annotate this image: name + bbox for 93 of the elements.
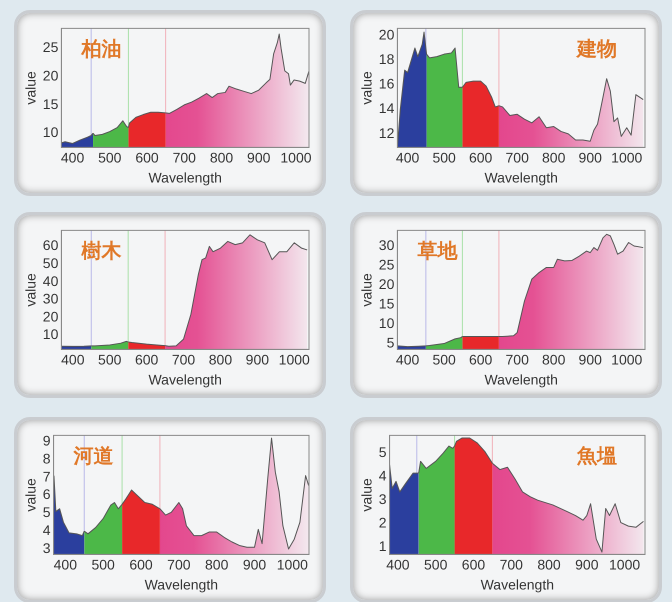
- y-tick-label: 25: [378, 256, 395, 272]
- y-axis-title: value: [358, 70, 374, 105]
- y-tick-label: 20: [378, 276, 395, 292]
- x-tick-label: 800: [204, 556, 229, 573]
- y-tick-label: 18: [378, 51, 395, 68]
- y-tick-label: 15: [42, 96, 59, 112]
- text: 柏油: [80, 36, 122, 61]
- x-tick-label: 600: [134, 352, 159, 368]
- x-tick-label: 400: [60, 150, 84, 166]
- y-tick-label: 16: [378, 76, 395, 92]
- y-tick-label: 20: [378, 26, 395, 43]
- x-tick-label: 900: [578, 352, 602, 368]
- y-tick-label: 9: [42, 432, 51, 449]
- x-tick-label: 900: [242, 556, 266, 573]
- x-tick-label: 600: [468, 352, 493, 368]
- y-tick-label: 30: [42, 290, 59, 307]
- y-tick-label: 20: [42, 308, 59, 324]
- text: 河道: [72, 444, 114, 468]
- x-tick-label: 800: [542, 352, 566, 368]
- y-tick-label: 20: [42, 67, 59, 84]
- x-tick-label: 400: [54, 556, 78, 573]
- x-tick-label: 600: [468, 150, 493, 166]
- y-axis-title: value: [358, 272, 374, 307]
- y-axis-title: value: [358, 478, 374, 512]
- y-tick-label: 1: [378, 538, 387, 554]
- y-tick-label: 2: [378, 514, 387, 531]
- x-tick-label: 400: [396, 150, 420, 166]
- x-tick-label: 700: [505, 150, 530, 166]
- y-axis-title: value: [22, 478, 38, 512]
- y-axis-title: value: [22, 272, 38, 307]
- x-tick-label: 600: [462, 556, 486, 573]
- text: 樹木: [80, 238, 122, 263]
- x-tick-label: 700: [505, 352, 530, 368]
- x-tick-label: 700: [167, 556, 191, 573]
- y-tick-label: 50: [42, 255, 59, 272]
- x-tick-label: 400: [396, 352, 420, 368]
- y-tick-label: 14: [378, 100, 395, 116]
- x-tick-label: 600: [135, 150, 159, 166]
- x-tick-label: 900: [247, 150, 271, 166]
- x-tick-label: 400: [61, 352, 85, 368]
- y-tick-label: 10: [42, 326, 59, 342]
- x-tick-label: 1000: [278, 352, 310, 368]
- x-axis-title: Wavelength: [148, 371, 222, 388]
- x-tick-label: 400: [386, 556, 410, 573]
- x-tick-label: 1000: [609, 556, 640, 573]
- x-tick-label: 600: [129, 556, 153, 573]
- x-tick-label: 500: [98, 150, 122, 166]
- y-axis-title: value: [22, 70, 38, 105]
- text: 草地: [416, 238, 458, 263]
- x-tick-label: 500: [424, 556, 448, 573]
- y-tick-label: 15: [378, 295, 395, 312]
- y-tick-label: 25: [42, 39, 59, 56]
- y-tick-label: 12: [378, 124, 395, 141]
- y-tick-label: 6: [42, 486, 51, 502]
- y-tick-label: 4: [42, 522, 51, 538]
- y-tick-label: 5: [378, 444, 387, 460]
- x-tick-label: 1000: [611, 150, 643, 166]
- x-tick-label: 700: [500, 556, 524, 573]
- y-tick-label: 10: [42, 124, 59, 140]
- x-tick-label: 700: [172, 150, 196, 166]
- y-tick-label: 5: [42, 504, 51, 520]
- x-axis-title: Wavelength: [144, 576, 218, 592]
- y-tick-label: 30: [378, 236, 395, 253]
- x-axis-title: Wavelength: [148, 169, 222, 186]
- text: 魚塭: [576, 444, 617, 468]
- x-tick-label: 800: [210, 150, 234, 166]
- x-axis-title: Wavelength: [484, 371, 558, 388]
- x-tick-label: 900: [575, 556, 599, 573]
- text: 建物: [575, 36, 617, 61]
- y-tick-label: 5: [386, 334, 395, 350]
- x-axis-title: Wavelength: [480, 576, 554, 592]
- x-tick-label: 1000: [276, 556, 308, 573]
- y-tick-label: 4: [378, 467, 387, 484]
- y-tick-label: 3: [42, 540, 51, 556]
- x-tick-label: 900: [246, 352, 270, 368]
- y-tick-label: 3: [378, 491, 387, 508]
- y-tick-label: 8: [42, 450, 51, 466]
- x-axis-title: Wavelength: [484, 169, 558, 186]
- x-tick-label: 500: [98, 352, 122, 368]
- x-tick-label: 800: [208, 352, 232, 368]
- x-tick-label: 1000: [280, 150, 312, 166]
- x-tick-label: 800: [537, 556, 561, 573]
- x-tick-label: 1000: [611, 352, 643, 368]
- y-tick-label: 40: [42, 272, 59, 289]
- y-tick-label: 10: [378, 314, 395, 331]
- x-tick-label: 800: [542, 150, 566, 166]
- x-tick-label: 900: [578, 150, 602, 166]
- x-tick-label: 700: [172, 352, 196, 368]
- x-tick-label: 500: [91, 556, 116, 573]
- y-tick-label: 7: [42, 468, 51, 484]
- y-tick-label: 60: [42, 237, 59, 254]
- x-tick-label: 500: [432, 352, 456, 368]
- x-tick-label: 500: [432, 150, 456, 166]
